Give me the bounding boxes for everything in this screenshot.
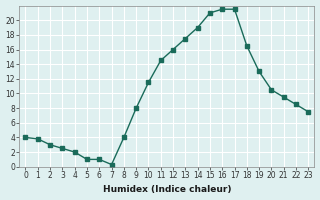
X-axis label: Humidex (Indice chaleur): Humidex (Indice chaleur) (103, 185, 231, 194)
